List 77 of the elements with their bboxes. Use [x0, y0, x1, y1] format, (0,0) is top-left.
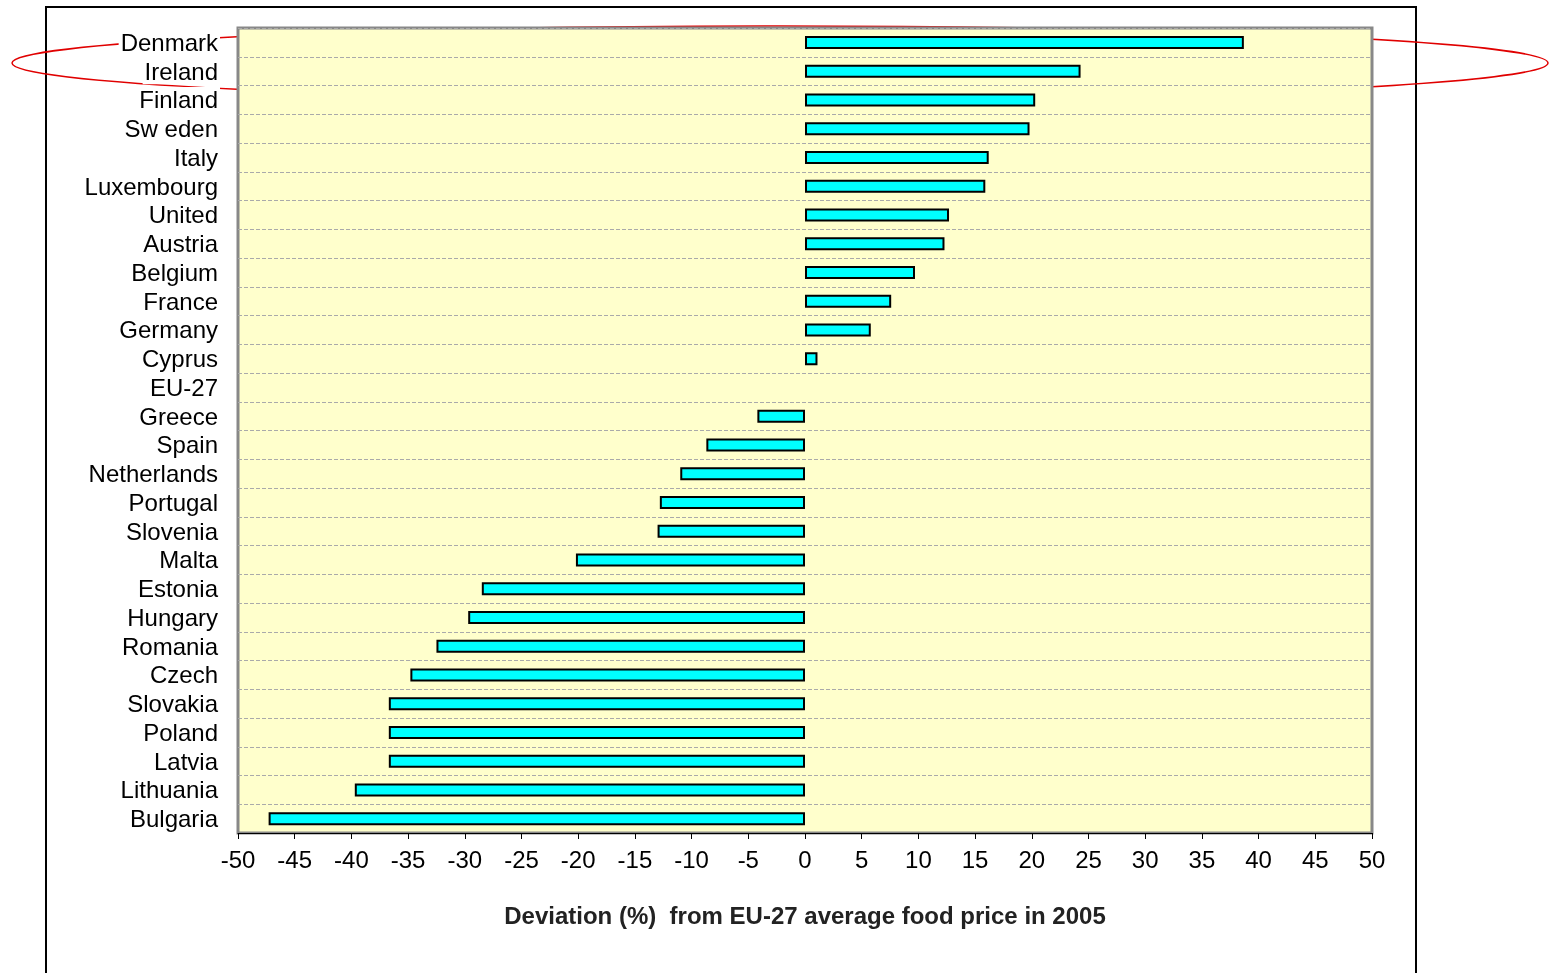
x-tick-label: -30 — [447, 845, 483, 873]
y-tick-label: Denmark — [120, 28, 219, 56]
x-tick-label: -50 — [220, 845, 256, 873]
y-tick-label: France — [143, 287, 218, 315]
x-tick-label: 45 — [1301, 845, 1329, 873]
bar — [805, 237, 945, 251]
y-tick-label: EU-27 — [149, 373, 218, 401]
x-tick-label: 5 — [855, 845, 869, 873]
x-tick-label: 35 — [1188, 845, 1216, 873]
y-tick-label: Poland — [143, 718, 218, 746]
bar — [436, 639, 805, 653]
y-tick-label: Portugal — [128, 488, 218, 516]
x-tick-label: -35 — [390, 845, 426, 873]
bar — [388, 754, 805, 768]
bar — [805, 323, 871, 337]
x-tick-label: 50 — [1358, 845, 1386, 873]
y-tick-label: Malta — [159, 546, 219, 574]
x-tick-label: -10 — [674, 845, 709, 873]
x-tick-label: -40 — [334, 845, 369, 873]
bar — [805, 122, 1030, 136]
y-tick-label: Czech — [149, 661, 218, 689]
x-tick-label: -45 — [277, 845, 313, 873]
x-tick-label: 10 — [905, 845, 932, 873]
bar — [805, 352, 818, 366]
y-tick-label: Finland — [139, 86, 218, 114]
x-tick-label: 25 — [1075, 845, 1102, 873]
x-tick-label: -15 — [617, 845, 653, 873]
y-tick-label: Germany — [119, 316, 218, 344]
bar — [388, 725, 805, 739]
bar — [805, 208, 950, 222]
y-tick-label: Luxembourg — [84, 172, 218, 200]
bar — [388, 697, 805, 711]
y-tick-label: Greece — [139, 402, 218, 430]
y-tick-label: Belgium — [131, 258, 218, 286]
y-tick-label: Latvia — [153, 747, 219, 775]
bar — [659, 495, 805, 509]
y-tick-label: Slovakia — [127, 690, 219, 718]
x-tick-label: -5 — [737, 845, 759, 873]
y-tick-label: Ireland — [144, 57, 218, 85]
bar — [706, 438, 805, 452]
x-axis-title: Deviation (%) from EU-27 average food price in 2005 — [504, 901, 1106, 929]
x-tick-label: 40 — [1245, 845, 1272, 873]
bar — [805, 64, 1081, 78]
bar — [680, 467, 805, 481]
bar — [410, 668, 805, 682]
bar — [657, 524, 805, 538]
bar — [757, 409, 805, 423]
x-tick-label: -25 — [504, 845, 539, 873]
bar — [468, 610, 805, 624]
y-tick-label: United — [148, 201, 218, 229]
y-tick-label: Spain — [156, 431, 218, 459]
x-tick-label: 30 — [1131, 845, 1159, 873]
bar — [575, 553, 805, 567]
y-tick-label: Estonia — [137, 575, 219, 603]
y-tick-label: Romania — [121, 632, 219, 660]
bar — [805, 150, 989, 164]
bar — [805, 93, 1036, 107]
y-tick-label: Hungary — [127, 603, 218, 631]
bar — [805, 265, 915, 279]
y-tick-label: Sw eden — [124, 115, 218, 143]
bar — [354, 783, 805, 797]
x-tick-label: 20 — [1018, 845, 1046, 873]
bar — [805, 179, 986, 193]
y-tick-label: Bulgaria — [129, 805, 219, 833]
bar — [805, 35, 1244, 49]
y-tick-label: Netherlands — [88, 460, 218, 488]
x-tick-label: -20 — [560, 845, 596, 873]
bar — [805, 294, 892, 308]
y-tick-label: Slovenia — [125, 517, 219, 545]
y-tick-label: Lithuania — [120, 776, 219, 804]
x-tick-label: 15 — [961, 845, 989, 873]
y-tick-label: Austria — [143, 230, 219, 258]
x-tick-label: 0 — [798, 845, 812, 873]
y-tick-label: Italy — [173, 143, 218, 171]
bar — [268, 812, 805, 826]
y-tick-label: Cyprus — [141, 345, 218, 373]
bar — [481, 582, 805, 596]
